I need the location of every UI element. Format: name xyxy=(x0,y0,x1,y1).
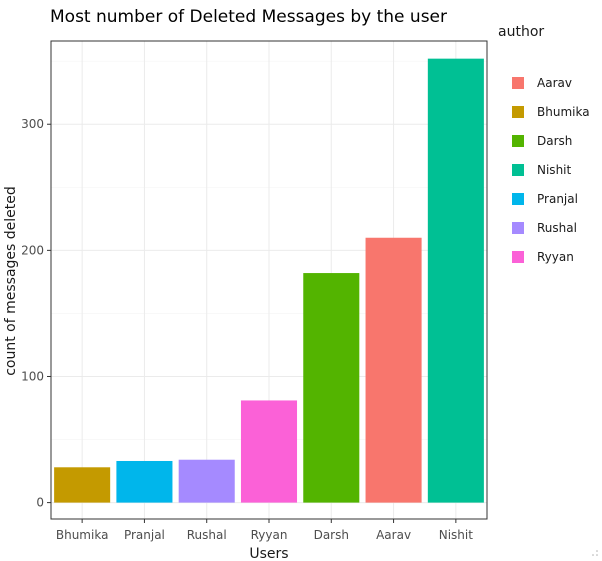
legend-key-bhumika xyxy=(512,106,524,118)
y-tick-label: 100 xyxy=(21,369,44,383)
x-tick-label: Darsh xyxy=(314,528,349,542)
y-tick-label: 200 xyxy=(21,243,44,257)
x-tick-label: Rushal xyxy=(187,528,227,542)
legend-label-nishit: Nishit xyxy=(537,163,572,177)
x-tick-label: Ryyan xyxy=(251,528,288,542)
bar-ryyan xyxy=(240,400,298,503)
bar-aarav xyxy=(365,237,422,503)
x-tick-label: Nishit xyxy=(439,528,474,542)
y-axis-title: count of messages deleted xyxy=(3,186,19,376)
panel-border xyxy=(50,40,488,520)
legend-key-rushal xyxy=(512,222,524,234)
y-tick-label: 0 xyxy=(36,496,44,510)
bar-pranjal xyxy=(116,460,173,503)
bar-darsh xyxy=(303,273,360,503)
bar-rushal xyxy=(178,459,235,503)
x-tick-label: Aarav xyxy=(376,528,411,542)
legend: Aarav Bhumika Darsh Nishit Pranjal Rushal Ryya… xyxy=(512,76,590,264)
legend-key-pranjal xyxy=(512,193,524,205)
legend-label-pranjal: Pranjal xyxy=(537,192,578,206)
legend-key-nishit xyxy=(512,164,524,176)
x-tick-label: Bhumika xyxy=(56,528,109,542)
legend-key-ryyan xyxy=(512,251,524,263)
y-tick-label: 300 xyxy=(21,117,44,131)
plot-panel: 0 100 200 300 Bhumika Pranjal Rushal Ryyan Darsh… xyxy=(21,40,488,542)
legend-label-ryyan: Ryyan xyxy=(537,250,574,264)
legend-key-darsh xyxy=(512,135,524,147)
legend-label-bhumika: Bhumika xyxy=(537,105,590,119)
legend-label-rushal: Rushal xyxy=(537,221,577,235)
legend-title: author xyxy=(498,24,544,40)
bar-bhumika xyxy=(54,467,111,503)
legend-label-aarav: Aarav xyxy=(537,76,572,90)
x-tick-label: Pranjal xyxy=(124,528,165,542)
x-axis-title: Users xyxy=(249,546,288,561)
resize-handle[interactable] xyxy=(592,550,598,556)
chart-title: Most number of Deleted Messages by the u… xyxy=(50,7,447,27)
legend-key-aarav xyxy=(512,77,524,89)
bar-nishit xyxy=(427,58,484,503)
legend-label-darsh: Darsh xyxy=(537,134,572,148)
